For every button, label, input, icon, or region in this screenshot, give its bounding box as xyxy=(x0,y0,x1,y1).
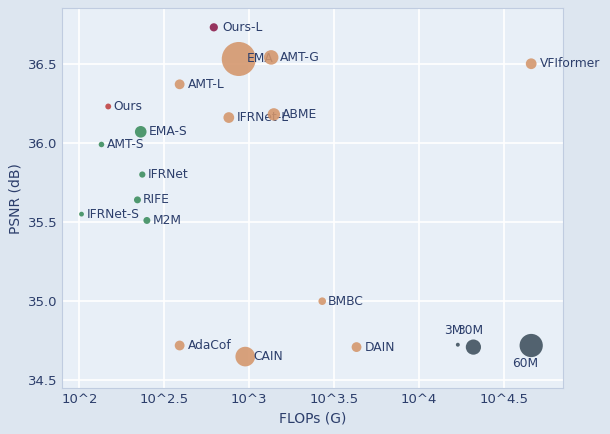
Point xyxy=(77,210,87,217)
Text: M2M: M2M xyxy=(152,214,181,227)
Text: EMA-S: EMA-S xyxy=(149,125,188,138)
Text: Ours: Ours xyxy=(114,100,143,113)
Text: AMT-S: AMT-S xyxy=(107,138,145,151)
Text: AdaCof: AdaCof xyxy=(188,339,232,352)
Point xyxy=(132,197,142,204)
Point xyxy=(174,81,184,88)
Point xyxy=(240,353,250,360)
Text: EMA: EMA xyxy=(247,53,274,66)
Point xyxy=(468,344,478,351)
Point xyxy=(142,217,152,224)
Text: 60M: 60M xyxy=(512,357,538,370)
Point xyxy=(526,342,536,349)
Point xyxy=(136,128,146,135)
Text: BMBC: BMBC xyxy=(328,295,364,308)
Point xyxy=(209,24,219,31)
Point xyxy=(526,60,536,67)
Text: AMT-L: AMT-L xyxy=(188,78,224,91)
Point xyxy=(137,171,147,178)
Text: 30M: 30M xyxy=(457,324,483,337)
Point xyxy=(453,341,463,348)
Text: RIFE: RIFE xyxy=(143,194,170,207)
Point xyxy=(317,298,327,305)
Point xyxy=(96,141,106,148)
Text: IFRNet-L: IFRNet-L xyxy=(237,111,289,124)
Point xyxy=(103,103,113,110)
Text: 3M: 3M xyxy=(444,324,462,337)
Text: Ours-L: Ours-L xyxy=(222,21,262,34)
Text: VFIformer: VFIformer xyxy=(539,57,600,70)
Point xyxy=(224,114,234,121)
Text: ABME: ABME xyxy=(282,108,317,121)
Text: IFRNet: IFRNet xyxy=(148,168,188,181)
Text: CAIN: CAIN xyxy=(254,350,283,363)
Point xyxy=(234,56,243,62)
Text: DAIN: DAIN xyxy=(365,341,395,354)
Text: AMT-G: AMT-G xyxy=(279,51,319,64)
Point xyxy=(174,342,184,349)
Point xyxy=(351,344,361,351)
Point xyxy=(267,54,276,61)
X-axis label: FLOPs (G): FLOPs (G) xyxy=(279,412,346,426)
Text: IFRNet-S: IFRNet-S xyxy=(87,207,140,220)
Y-axis label: PSNR (dB): PSNR (dB) xyxy=(9,163,23,234)
Point xyxy=(269,111,279,118)
